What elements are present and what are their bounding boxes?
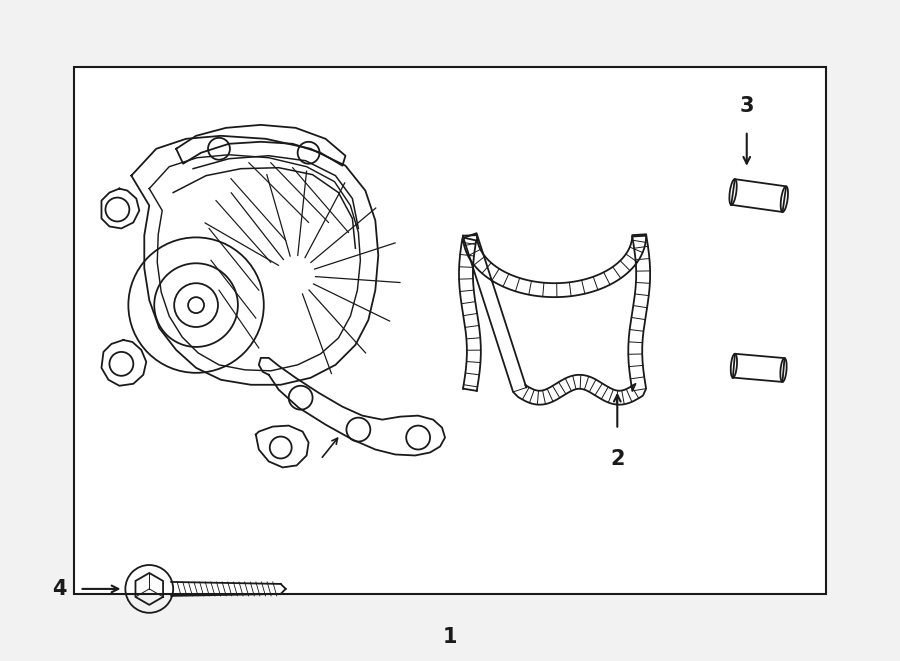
Text: 4: 4 xyxy=(52,579,67,599)
Text: 2: 2 xyxy=(610,449,625,469)
Bar xyxy=(74,67,826,594)
Text: 1: 1 xyxy=(443,627,457,646)
Text: 3: 3 xyxy=(740,96,754,116)
